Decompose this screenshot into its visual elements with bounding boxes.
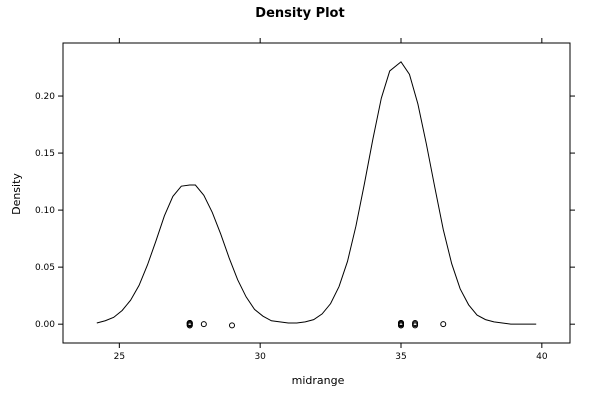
rug-points: [186, 319, 447, 329]
y-tick-label: 0.10: [35, 206, 55, 216]
chart-title: Density Plot: [255, 6, 344, 21]
y-axis-label: Density: [10, 173, 23, 215]
x-tick-label: 40: [536, 352, 548, 362]
y-axis: 0.00 0.05 0.10 0.15 0.20: [35, 92, 575, 330]
y-tick-label: 0.20: [35, 92, 55, 102]
rug-point: [186, 322, 193, 329]
rug-point: [412, 319, 419, 326]
rug-point: [440, 321, 447, 328]
rug-point: [229, 322, 235, 329]
x-tick-label: 25: [114, 352, 125, 362]
y-tick-label: 0.05: [35, 263, 55, 273]
x-tick-label: 30: [254, 352, 266, 362]
rug-point: [412, 322, 419, 329]
rug-point: [200, 321, 207, 328]
x-axis: 25 30 35 40: [114, 38, 548, 362]
plot-frame: [62, 42, 571, 344]
y-tick-label: 0.00: [35, 320, 55, 330]
density-line: [96, 61, 537, 325]
x-tick-label: 35: [395, 352, 406, 362]
rug-point: [186, 319, 193, 326]
x-axis-label: midrange: [292, 374, 345, 387]
y-tick-label: 0.15: [35, 149, 55, 159]
rug-point: [398, 322, 404, 329]
rug-point: [398, 319, 404, 326]
